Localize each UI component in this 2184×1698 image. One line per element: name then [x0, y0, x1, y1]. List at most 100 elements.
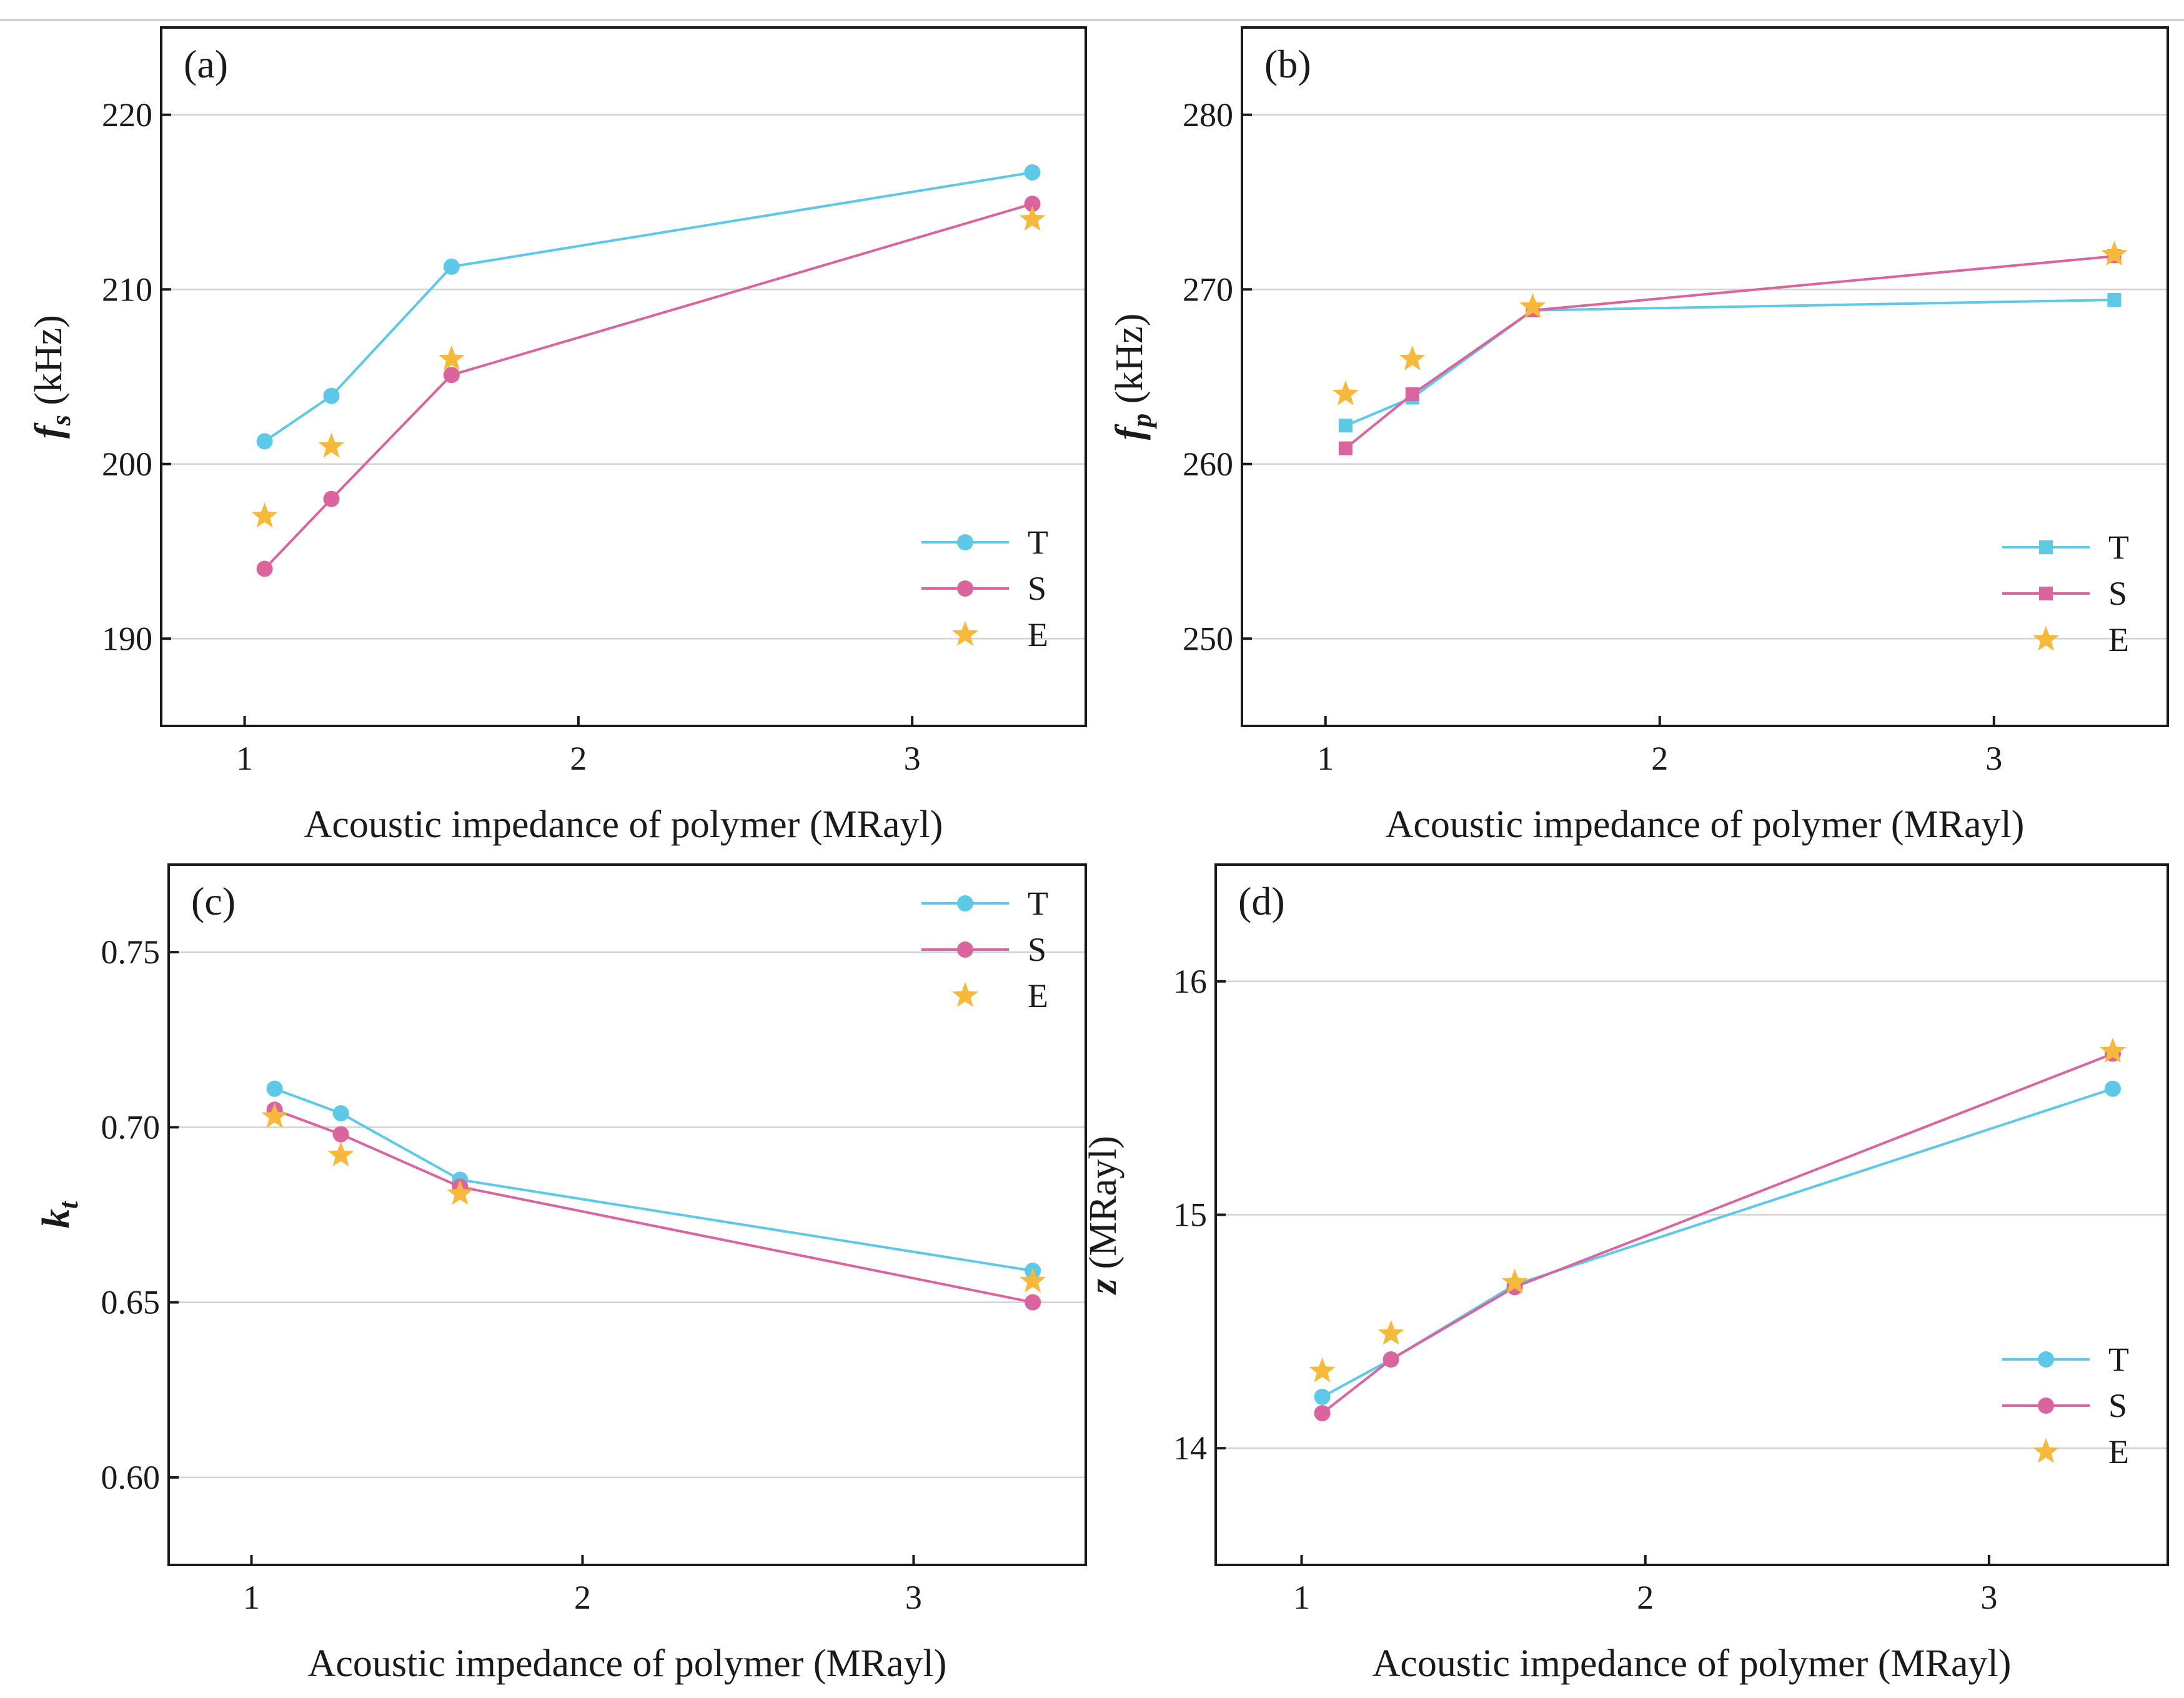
chart1-series-E-point-0 [1332, 380, 1359, 405]
chart3-series-E-point-3 [2100, 1037, 2126, 1063]
chart0-series-S-point-2 [443, 367, 460, 384]
chart0-legend-label-E: E [1028, 616, 1048, 653]
chart0-legend-marker-T [957, 534, 973, 550]
chart3-series-E-point-2 [1501, 1268, 1528, 1294]
chart1-legend-label-E: E [2108, 621, 2129, 658]
chart2-series-S-point-3 [1025, 1294, 1041, 1311]
chart3-x-tick-label-1: 2 [1637, 1579, 1654, 1616]
chart0-series-T-line [264, 171, 1033, 443]
chart1-series-S-line [1344, 255, 2115, 450]
chart1-legend-marker-S [2039, 587, 2053, 600]
chart2-legend-label-T: T [1028, 885, 1048, 922]
chart1-series-E-point-3 [2101, 241, 2128, 266]
chart1-legend-marker-T [2039, 540, 2053, 554]
chart0-plot-frame [160, 26, 1087, 727]
chart2-y-tick-label-3: 0.75 [101, 933, 161, 971]
chart-panel-1: 190 200 210 220 1 2 3 (a) Acoustic impedance of … [27, 26, 1087, 846]
chart2-series-S-line [274, 1108, 1033, 1304]
chart2-y-tick-label-0: 0.60 [101, 1459, 161, 1496]
chart3-legend-marker-S [2038, 1398, 2054, 1414]
chart0-series-T-point-1 [323, 387, 340, 404]
chart0-series-S-point-3 [1024, 196, 1041, 212]
chart2-y-tick-label-2: 0.70 [101, 1108, 161, 1146]
chart-panel-3: 0.60 0.65 0.70 0.75 1 2 3 (c) Acoustic impedance… [35, 863, 1087, 1685]
chart2-series-T-point-1 [332, 1105, 349, 1121]
chart2-y-axis-symbol: k [35, 1209, 77, 1228]
chart2-y-axis-subscript: t [53, 1200, 84, 1209]
chart1-y-axis-unit: (kHz) [1108, 314, 1151, 414]
chart0-series-T-point-2 [443, 258, 460, 275]
chart1-series-E-point-2 [1519, 293, 1546, 318]
chart0-x-axis-title: Acoustic impedance of polymer (MRayl) [304, 803, 943, 846]
chart2-series-E-point-2 [447, 1179, 474, 1205]
chart2-series-E-point-1 [327, 1141, 354, 1167]
chart3-x-axis-title: Acoustic impedance of polymer (MRayl) [1372, 1642, 2012, 1685]
chart0-panel-label: (a) [184, 42, 228, 86]
chart0-series-E-point-3 [1019, 206, 1046, 231]
chart2-legend-label-E: E [1028, 977, 1048, 1015]
chart1-plot-frame [1241, 26, 2169, 727]
chart2-series-E-point-0 [261, 1103, 288, 1128]
chart1-legend-label-T: T [2108, 529, 2129, 566]
chart1-y-axis-title: fp (kHz) [1108, 314, 1157, 440]
chart0-series-E-point-0 [251, 502, 278, 528]
chart1-legend-label-S: S [2108, 575, 2127, 612]
chart3-legend-label-T: T [2108, 1341, 2129, 1378]
chart3-series-S-point-0 [1314, 1405, 1331, 1422]
chart0-x-tick-label-2: 3 [904, 740, 921, 777]
chart3-y-axis-symbol: z [1082, 1279, 1124, 1295]
chart0-series-S-point-0 [256, 560, 273, 577]
chart2-series-S-point-1 [332, 1126, 349, 1143]
chart2-x-tick-label-0: 1 [243, 1579, 260, 1616]
chart2-x-tick-label-1: 2 [574, 1579, 591, 1616]
chart1-y-axis-subscript: p [1126, 414, 1157, 430]
chart0-y-axis-title: fs (kHz) [27, 315, 76, 439]
chart1-series-T-line [1345, 299, 2115, 427]
chart0-series-T-point-3 [1024, 164, 1041, 181]
chart0-series-S-line [264, 202, 1033, 570]
chart3-y-tick-label-0: 14 [1173, 1429, 1207, 1467]
chart2-legend-marker-T [957, 895, 973, 911]
chart3-y-axis-title: z (MRayl) [1082, 1136, 1124, 1295]
chart0-x-tick-label-0: 1 [236, 740, 253, 777]
chart2-legend-marker-S [957, 941, 973, 958]
chart3-panel-label: (d) [1238, 879, 1285, 923]
chart2-series-E-point-3 [1020, 1267, 1046, 1293]
chart1-x-tick-label-0: 1 [1317, 740, 1334, 777]
chart0-series-T-point-0 [256, 433, 273, 450]
chart3-legend-marker-T [2038, 1351, 2054, 1368]
chart0-series-E-point-2 [438, 345, 465, 370]
chart3-y-tick-label-2: 16 [1173, 963, 1207, 1000]
chart1-y-tick-label-1: 260 [1183, 445, 1233, 483]
chart2-legend-marker-E [952, 982, 978, 1007]
chart2-x-tick-label-2: 3 [905, 1579, 922, 1616]
chart1-x-tick-label-1: 2 [1651, 740, 1668, 777]
chart0-legend-label-S: S [1028, 570, 1046, 607]
chart2-series-T-point-0 [266, 1080, 283, 1097]
chart3-y-tick-label-1: 15 [1173, 1196, 1207, 1234]
chart1-series-S-point-1 [1405, 387, 1419, 401]
chart-panel-2: 250 260 270 280 1 2 3 (b) Acoustic impedance of … [1108, 26, 2169, 846]
chart0-y-tick-label-3: 220 [102, 96, 152, 134]
chart2-y-axis-title: kt [35, 1200, 84, 1228]
chart0-legend-marker-S [957, 580, 973, 597]
chart0-legend-label-T: T [1028, 524, 1048, 561]
chart1-series-E-point-1 [1399, 345, 1426, 370]
chart0-y-tick-label-2: 210 [102, 271, 152, 308]
chart1-series-S-point-0 [1338, 441, 1353, 455]
chart1-y-tick-label-0: 250 [1183, 620, 1233, 657]
chart1-y-tick-label-2: 270 [1183, 271, 1233, 308]
chart2-y-tick-label-1: 0.65 [101, 1284, 161, 1321]
chart0-series-E-point-1 [318, 432, 345, 458]
chart2-legend-label-S: S [1028, 931, 1046, 968]
chart3-legend-marker-E [2033, 1438, 2059, 1463]
chart-panel-4: 14 15 16 1 2 3 (d) Acoustic impedance of polyme… [1082, 863, 2169, 1685]
chart1-panel-label: (b) [1264, 42, 1311, 86]
chart1-legend-marker-E [2033, 626, 2059, 651]
chart3-y-axis-unit: (MRayl) [1082, 1136, 1124, 1279]
chart2-series-T-line [274, 1087, 1033, 1273]
chart2-plot-frame [167, 863, 1087, 1566]
chart1-x-axis-title: Acoustic impedance of polymer (MRayl) [1386, 803, 2025, 846]
chart3-series-S-line [1321, 1052, 2113, 1414]
